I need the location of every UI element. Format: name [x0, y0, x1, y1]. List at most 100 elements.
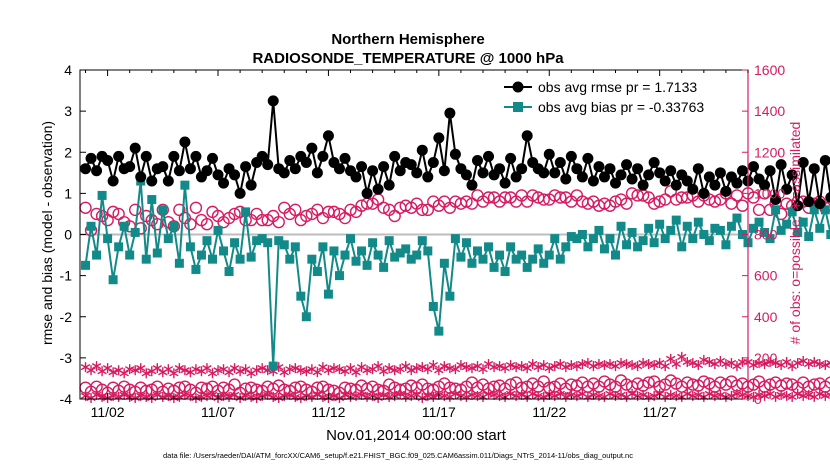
- rmse-marker: [444, 107, 456, 119]
- rmse-marker: [367, 165, 379, 177]
- rmse-marker: [333, 163, 345, 175]
- obs-assimilated-marker: [577, 359, 588, 370]
- obs-assimilated-marker: [119, 389, 129, 400]
- obs-assimilated-marker: [638, 389, 648, 400]
- obs-assimilated-marker: [704, 388, 715, 399]
- obs-assimilated-marker: [660, 361, 670, 372]
- asterisk-stroke-2: [213, 367, 223, 374]
- obs-assimilated-marker: [605, 359, 615, 370]
- rmse-marker: [306, 142, 318, 154]
- bias-marker: [467, 258, 477, 268]
- asterisk-stroke-2: [748, 393, 759, 401]
- bias-marker: [390, 252, 400, 262]
- asterisk-stroke-2: [318, 364, 328, 371]
- rmse-marker: [190, 150, 202, 162]
- asterisk-stroke-2: [80, 364, 91, 371]
- asterisk-stroke-2: [351, 392, 361, 400]
- bias-marker: [572, 234, 582, 244]
- asterisk-stroke-2: [191, 366, 201, 373]
- asterisk-stroke-2: [643, 360, 654, 368]
- bias-marker: [296, 291, 306, 301]
- rmse-marker: [102, 154, 114, 166]
- obs-assimilated-marker: [809, 356, 819, 367]
- asterisk-stroke-2: [715, 391, 726, 398]
- obs-assimilated-marker: [516, 389, 527, 400]
- obs-assimilated-marker: [572, 361, 582, 372]
- bias-marker: [484, 242, 494, 252]
- asterisk-stroke-2: [798, 392, 808, 400]
- asterisk-stroke-2: [301, 392, 312, 400]
- x-tick-label: 11/07: [201, 404, 235, 420]
- asterisk-stroke-2: [704, 358, 715, 366]
- obs-assimilated-marker: [191, 364, 201, 375]
- asterisk-stroke-2: [136, 365, 146, 372]
- rmse-marker: [736, 165, 748, 177]
- asterisk-stroke-2: [688, 392, 698, 400]
- asterisk-stroke-2: [699, 356, 709, 364]
- bias-marker: [412, 250, 422, 260]
- y-right-tick-label: 400: [754, 309, 778, 325]
- asterisk-stroke-2: [456, 361, 466, 369]
- asterisk-stroke-2: [505, 361, 516, 369]
- rmse-marker: [438, 165, 450, 177]
- obs-assimilated-marker: [461, 362, 472, 373]
- asterisk-stroke-2: [798, 357, 808, 365]
- asterisk-stroke-2: [715, 357, 726, 365]
- bias-marker: [550, 234, 560, 244]
- y-left-tick-label: -4: [60, 391, 73, 407]
- rmse-marker: [107, 175, 119, 187]
- bias-marker: [533, 244, 543, 254]
- bias-marker: [185, 242, 195, 252]
- asterisk-stroke-2: [627, 361, 637, 369]
- asterisk-stroke-2: [511, 364, 521, 371]
- obs-assimilated-marker: [737, 389, 748, 400]
- rmse-marker: [808, 163, 820, 175]
- y-right-tick-label: 0: [754, 391, 762, 407]
- asterisk-stroke-2: [759, 392, 770, 400]
- rmse-marker: [814, 198, 826, 210]
- obs-assimilated-marker: [251, 365, 262, 376]
- obs-assimilated-marker: [566, 360, 577, 371]
- bias-marker: [566, 232, 576, 242]
- asterisk-stroke-2: [732, 362, 742, 370]
- rmse-marker: [643, 169, 655, 181]
- obs-possible-marker: [653, 195, 666, 208]
- rmse-marker: [494, 163, 506, 175]
- obs-assimilated-marker: [141, 368, 151, 379]
- y-left-tick-label: 1: [64, 185, 72, 201]
- bias-marker: [119, 221, 129, 231]
- asterisk-stroke-2: [86, 367, 96, 374]
- obs-assimilated-marker: [699, 354, 709, 365]
- bias-marker: [219, 246, 229, 256]
- obs-possible-marker: [554, 191, 567, 204]
- asterisk-stroke-2: [119, 370, 129, 377]
- obs-possible-marker: [482, 191, 495, 204]
- asterisk-stroke-2: [136, 392, 146, 400]
- bias-marker: [213, 225, 223, 235]
- plot-area: [80, 70, 748, 399]
- asterisk-stroke-2: [588, 391, 599, 398]
- asterisk-stroke-2: [539, 361, 549, 369]
- obs-possible-marker: [255, 213, 269, 227]
- asterisk-stroke-2: [450, 366, 461, 373]
- obs-assimilated-marker: [412, 363, 422, 374]
- asterisk-stroke-2: [682, 390, 692, 397]
- obs-assimilated-marker: [312, 367, 323, 378]
- obs-assimilated-marker: [257, 363, 267, 374]
- asterisk-stroke-2: [527, 360, 538, 368]
- obs-assimilated-marker: [91, 389, 102, 400]
- obs-assimilated-marker: [213, 365, 223, 376]
- asterisk-stroke-2: [677, 353, 687, 360]
- bias-marker: [793, 227, 803, 237]
- obs-assimilated-marker: [401, 361, 411, 372]
- rmse-marker: [157, 161, 169, 173]
- obs-assimilated-marker: [666, 353, 676, 364]
- asterisk-stroke-2: [401, 362, 411, 370]
- bias-marker: [776, 225, 786, 235]
- rmse-marker: [786, 169, 798, 181]
- y-left-tick-label: 3: [64, 103, 72, 119]
- bias-marker: [191, 264, 201, 274]
- asterisk-stroke-2: [666, 391, 676, 398]
- asterisk-stroke-2: [202, 365, 212, 372]
- rmse-marker: [731, 177, 743, 189]
